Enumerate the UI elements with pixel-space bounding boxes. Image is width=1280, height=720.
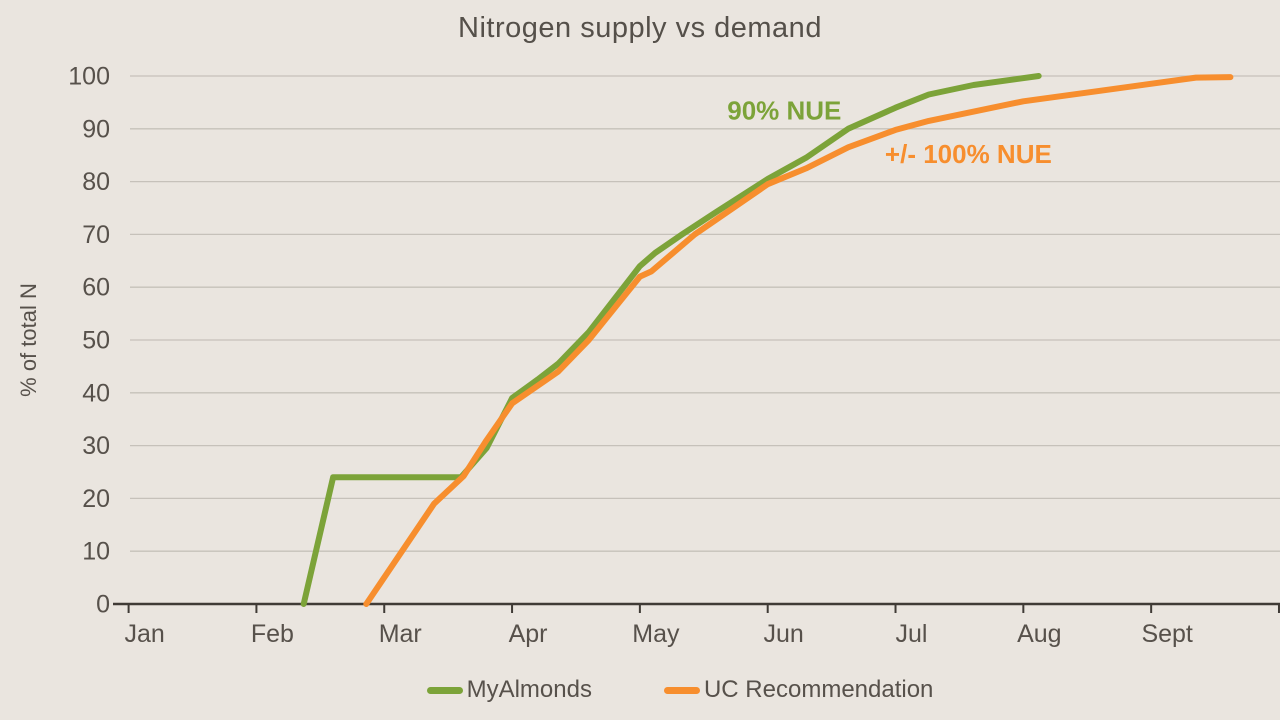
y-tick-label: 20 bbox=[82, 485, 110, 513]
annotation--100-nue: +/- 100% NUE bbox=[885, 139, 1052, 169]
legend-item-myalmonds: MyAlmonds bbox=[426, 676, 592, 704]
series-line-uc-recommendation bbox=[363, 74, 1234, 607]
x-tick-label: Aug bbox=[1017, 620, 1061, 648]
annotation-90-nue: 90% NUE bbox=[727, 95, 841, 125]
y-tick-label: 10 bbox=[82, 538, 110, 566]
y-tick-label: 30 bbox=[82, 432, 110, 460]
x-tick-label: Sept bbox=[1141, 620, 1192, 648]
y-tick-label: 60 bbox=[82, 274, 110, 302]
x-tick-label: Mar bbox=[379, 620, 422, 648]
x-tick-label: Jul bbox=[896, 620, 928, 648]
chart-title: Nitrogen supply vs demand bbox=[458, 12, 822, 44]
myalmonds-line-swatch-icon bbox=[426, 686, 463, 694]
y-tick-label: 0 bbox=[96, 591, 110, 619]
y-tick-label: 100 bbox=[68, 63, 110, 91]
legend-label: UC Recommendation bbox=[703, 676, 934, 703]
series-line-myalmonds bbox=[300, 73, 1042, 607]
y-tick-label: 90 bbox=[82, 115, 110, 143]
x-tick-label: Apr bbox=[509, 620, 548, 648]
y-tick-label: 50 bbox=[82, 327, 110, 355]
legend-label: MyAlmonds bbox=[466, 676, 592, 703]
uc-recommendation-line-swatch-icon bbox=[663, 686, 700, 694]
legend-item-uc-recommendation: UC Recommendation bbox=[663, 676, 934, 704]
x-tick-label: Jan bbox=[124, 620, 164, 648]
y-tick-label: 70 bbox=[82, 221, 110, 249]
x-tick-label: May bbox=[632, 620, 680, 648]
chart-legend: MyAlmonds UC Recommendation bbox=[40, 676, 1280, 704]
y-tick-label: 80 bbox=[82, 168, 110, 196]
x-tick-label: Jun bbox=[764, 620, 804, 648]
y-axis-title: % of total N bbox=[16, 283, 41, 397]
y-tick-label: 40 bbox=[82, 379, 110, 407]
x-tick-label: Feb bbox=[251, 620, 294, 648]
